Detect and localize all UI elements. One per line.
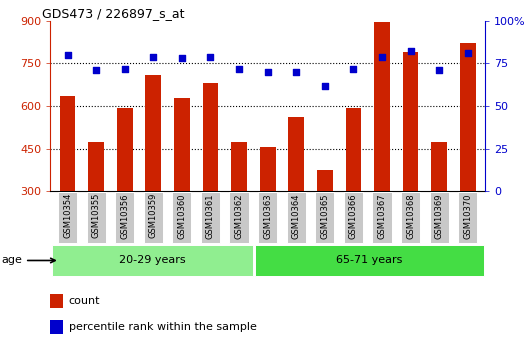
Bar xyxy=(260,147,276,191)
Text: GSM10359: GSM10359 xyxy=(149,193,158,238)
Text: GDS473 / 226897_s_at: GDS473 / 226897_s_at xyxy=(42,7,184,20)
Bar xyxy=(460,43,475,191)
FancyBboxPatch shape xyxy=(229,192,249,243)
FancyBboxPatch shape xyxy=(144,192,163,243)
Point xyxy=(178,56,186,61)
FancyBboxPatch shape xyxy=(287,192,306,243)
FancyBboxPatch shape xyxy=(344,192,363,243)
Point xyxy=(92,68,100,73)
Text: GSM10361: GSM10361 xyxy=(206,193,215,238)
Bar xyxy=(231,142,247,191)
Text: GSM10370: GSM10370 xyxy=(463,193,472,238)
Text: percentile rank within the sample: percentile rank within the sample xyxy=(68,322,257,332)
Bar xyxy=(202,83,218,191)
Text: GSM10360: GSM10360 xyxy=(178,193,187,238)
Text: GSM10368: GSM10368 xyxy=(406,193,415,239)
Text: GSM10355: GSM10355 xyxy=(92,193,101,238)
Bar xyxy=(346,108,361,191)
Bar xyxy=(50,294,64,308)
Point xyxy=(206,54,215,59)
FancyBboxPatch shape xyxy=(52,245,253,276)
FancyBboxPatch shape xyxy=(373,192,392,243)
Point xyxy=(464,50,472,56)
Point xyxy=(120,66,129,71)
Text: GSM10362: GSM10362 xyxy=(235,193,244,238)
FancyBboxPatch shape xyxy=(458,192,478,243)
Point xyxy=(149,54,157,59)
Bar xyxy=(374,22,390,191)
Point xyxy=(407,49,415,54)
Text: count: count xyxy=(68,296,100,306)
Bar xyxy=(117,108,132,191)
Bar xyxy=(50,320,64,334)
FancyBboxPatch shape xyxy=(258,192,277,243)
FancyBboxPatch shape xyxy=(86,192,105,243)
Point xyxy=(263,69,272,75)
Bar xyxy=(88,142,104,191)
FancyBboxPatch shape xyxy=(115,192,134,243)
Bar xyxy=(431,142,447,191)
FancyBboxPatch shape xyxy=(430,192,449,243)
FancyBboxPatch shape xyxy=(401,192,420,243)
Text: GSM10365: GSM10365 xyxy=(320,193,329,238)
FancyBboxPatch shape xyxy=(255,245,483,276)
Text: GSM10366: GSM10366 xyxy=(349,193,358,239)
FancyBboxPatch shape xyxy=(201,192,220,243)
Point xyxy=(292,69,301,75)
Point xyxy=(235,66,243,71)
Text: GSM10364: GSM10364 xyxy=(292,193,301,238)
FancyBboxPatch shape xyxy=(172,192,191,243)
Bar xyxy=(174,98,190,191)
Point xyxy=(349,66,358,71)
FancyBboxPatch shape xyxy=(58,192,77,243)
Text: age: age xyxy=(1,256,55,265)
Text: GSM10356: GSM10356 xyxy=(120,193,129,238)
Text: 20-29 years: 20-29 years xyxy=(119,256,186,265)
Point xyxy=(378,54,386,59)
FancyBboxPatch shape xyxy=(315,192,334,243)
Bar xyxy=(288,117,304,191)
Point xyxy=(435,68,444,73)
Bar xyxy=(317,170,333,191)
Point xyxy=(321,83,329,88)
Text: GSM10369: GSM10369 xyxy=(435,193,444,238)
Bar xyxy=(60,96,75,191)
Text: GSM10367: GSM10367 xyxy=(377,193,386,239)
Bar xyxy=(145,75,161,191)
Text: GSM10363: GSM10363 xyxy=(263,193,272,239)
Text: GSM10354: GSM10354 xyxy=(63,193,72,238)
Point xyxy=(63,52,72,58)
Text: 65-71 years: 65-71 years xyxy=(336,256,402,265)
Bar xyxy=(403,52,419,191)
